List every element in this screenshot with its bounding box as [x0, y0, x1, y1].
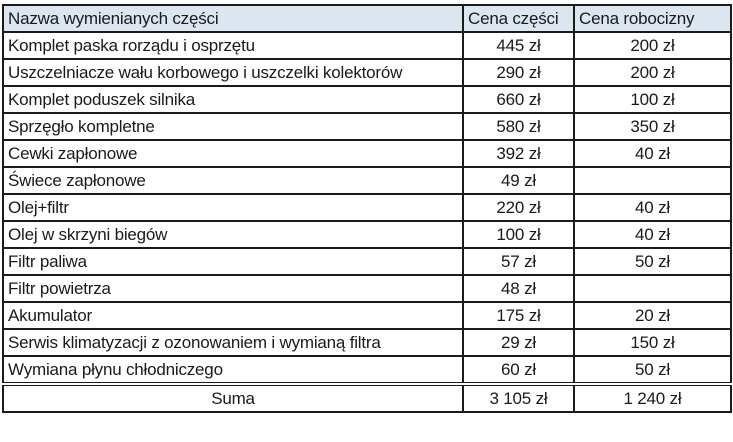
table-row: Komplet poduszek silnika 660 zł 100 zł — [2, 85, 732, 114]
total-parts: 3 105 zł — [462, 382, 575, 413]
item-name: Świece zapłonowe — [2, 166, 464, 195]
item-name: Sprzęgło kompletne — [2, 112, 464, 141]
parts-price: 49 zł — [462, 166, 575, 195]
labor-price: 150 zł — [573, 328, 732, 357]
parts-price: 445 zł — [462, 31, 575, 60]
parts-price: 290 zł — [462, 58, 575, 87]
parts-price: 48 zł — [462, 274, 575, 303]
labor-price: 50 zł — [573, 355, 732, 385]
item-name: Wymiana płynu chłodniczego — [2, 355, 464, 385]
item-name: Uszczelniacze wału korbowego i uszczelki… — [2, 58, 464, 87]
parts-price: 100 zł — [462, 220, 575, 249]
parts-price: 580 zł — [462, 112, 575, 141]
table-row: Wymiana płynu chłodniczego 60 zł 50 zł — [2, 355, 732, 385]
item-name: Komplet paska rorządu i osprzętu — [2, 31, 464, 60]
labor-price: 40 zł — [573, 139, 732, 168]
total-row: Suma 3 105 zł 1 240 zł — [2, 382, 732, 413]
item-name: Filtr powietrza — [2, 274, 464, 303]
labor-price: 100 zł — [573, 85, 732, 114]
labor-price: 20 zł — [573, 301, 732, 330]
parts-price: 660 zł — [462, 85, 575, 114]
item-name: Komplet poduszek silnika — [2, 85, 464, 114]
table-row: Cewki zapłonowe 392 zł 40 zł — [2, 139, 732, 168]
labor-price: 350 zł — [573, 112, 732, 141]
parts-price: 392 zł — [462, 139, 575, 168]
item-name: Serwis klimatyzacji z ozonowaniem i wymi… — [2, 328, 464, 357]
parts-cost-table: Nazwa wymienianych części Cena części Ce… — [2, 4, 732, 413]
header-parts: Cena części — [462, 4, 575, 33]
item-name: Filtr paliwa — [2, 247, 464, 276]
labor-price — [573, 166, 732, 195]
table-row: Filtr powietrza 48 zł — [2, 274, 732, 303]
parts-price: 29 zł — [462, 328, 575, 357]
table-row: Olej w skrzyni biegów 100 zł 40 zł — [2, 220, 732, 249]
header-row: Nazwa wymienianych części Cena części Ce… — [2, 4, 732, 33]
item-name: Akumulator — [2, 301, 464, 330]
parts-price: 57 zł — [462, 247, 575, 276]
header-name: Nazwa wymienianych części — [2, 4, 464, 33]
total-labor: 1 240 zł — [573, 382, 732, 413]
total-label: Suma — [2, 382, 464, 413]
table-row: Akumulator 175 zł 20 zł — [2, 301, 732, 330]
item-name: Cewki zapłonowe — [2, 139, 464, 168]
labor-price — [573, 274, 732, 303]
table-row: Uszczelniacze wału korbowego i uszczelki… — [2, 58, 732, 87]
parts-price: 175 zł — [462, 301, 575, 330]
labor-price: 40 zł — [573, 220, 732, 249]
table-row: Serwis klimatyzacji z ozonowaniem i wymi… — [2, 328, 732, 357]
labor-price: 200 zł — [573, 31, 732, 60]
labor-price: 200 zł — [573, 58, 732, 87]
item-name: Olej w skrzyni biegów — [2, 220, 464, 249]
table-row: Świece zapłonowe 49 zł — [2, 166, 732, 195]
labor-price: 40 zł — [573, 193, 732, 222]
table-row: Filtr paliwa 57 zł 50 zł — [2, 247, 732, 276]
parts-price: 220 zł — [462, 193, 575, 222]
table-row: Olej+filtr 220 zł 40 zł — [2, 193, 732, 222]
item-name: Olej+filtr — [2, 193, 464, 222]
header-labor: Cena robocizny — [573, 4, 732, 33]
labor-price: 50 zł — [573, 247, 732, 276]
table-row: Sprzęgło kompletne 580 zł 350 zł — [2, 112, 732, 141]
parts-price: 60 zł — [462, 355, 575, 385]
table-row: Komplet paska rorządu i osprzętu 445 zł 20… — [2, 31, 732, 60]
